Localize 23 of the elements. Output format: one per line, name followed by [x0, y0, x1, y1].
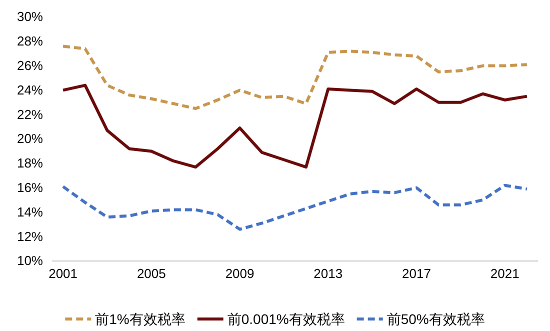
line-series — [62, 84, 528, 169]
y-tick-label: 28% — [16, 34, 44, 49]
x-tick-label: 2017 — [402, 266, 431, 281]
x-tick-label: 2001 — [48, 266, 78, 281]
x-tick-label: 2009 — [225, 266, 254, 281]
x-tick-label: 2013 — [314, 266, 343, 281]
y-tick-label: 24% — [16, 82, 44, 98]
y-tick-label: 18% — [16, 156, 44, 171]
line-series — [62, 44, 528, 110]
legend-label: 前0.001%有效税率 — [227, 311, 345, 327]
y-tick-label: 30% — [16, 9, 44, 24]
x-tick-label: 2005 — [136, 266, 166, 281]
y-tick-label: 22% — [16, 106, 44, 122]
y-tick-label: 26% — [16, 58, 44, 73]
y-tick-label: 20% — [16, 131, 44, 146]
legend-label: 前1%有效税率 — [95, 311, 186, 327]
y-tick-label: 16% — [16, 180, 44, 195]
legend-label: 前50%有效税率 — [386, 311, 485, 327]
y-tick-label: 14% — [16, 204, 44, 220]
line-series — [62, 184, 528, 231]
y-tick-label: 10% — [16, 253, 44, 268]
y-tick-label: 12% — [16, 228, 44, 244]
x-tick-label: 2021 — [490, 266, 520, 281]
